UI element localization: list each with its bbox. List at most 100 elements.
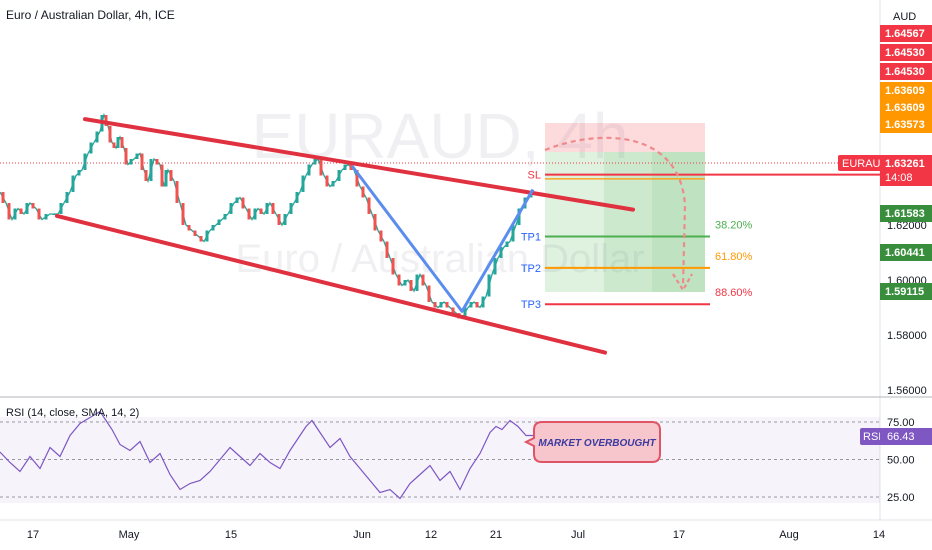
candle [169,170,173,181]
candle [499,247,503,258]
last-price-tag[interactable] [880,155,932,186]
candle [149,159,153,181]
candle [295,192,299,203]
rsi-badge-value-box [880,428,932,445]
level-pct-tp3: 88.60% [715,287,753,299]
candle [124,148,128,165]
candle [31,203,35,209]
candle [505,241,509,247]
candle [277,214,281,225]
last-price-value: 1.63261 [885,158,925,170]
candle [144,170,148,181]
candle [71,175,75,192]
candle [421,274,425,286]
candle [415,274,419,291]
candle [7,203,11,220]
price-tag-text: 1.63573 [885,119,925,131]
candle [89,142,93,154]
level-label-tp2: TP2 [521,263,541,275]
candle [481,296,485,308]
annotation-callout[interactable] [523,421,661,463]
candle [493,258,497,275]
symbol-tag[interactable] [838,155,882,171]
candle [319,159,323,176]
channel-upper-line[interactable] [83,117,635,212]
stop-loss-zone[interactable] [545,123,705,152]
candle [59,203,63,214]
candle [385,241,389,258]
price-tag-box [880,63,932,80]
time-label: Jul [571,529,585,541]
candle [140,153,144,170]
candle [433,302,437,308]
candle [52,214,56,215]
candle [361,186,365,198]
price-tag-text: 1.60441 [885,247,925,259]
channel-lower-line[interactable] [55,213,607,355]
price-tick: 1.62000 [887,220,927,232]
level-group: SL TP1 TP2 TP3 38.20% 61.80% 88.60% [521,170,880,311]
time-label: 17 [27,529,39,541]
candle [164,170,168,187]
time-label: May [119,529,140,541]
candle [469,302,473,308]
candle [217,219,221,225]
candle [205,230,209,242]
price-tags: 1.64567 1.64530 1.64530 1.63609 1.63609 1.635… [880,25,932,300]
rsi-badge-label-box[interactable] [860,428,882,445]
candle [283,214,287,225]
candle [289,203,293,214]
candle [193,230,197,236]
candle [331,181,335,187]
candle [44,214,48,220]
price-tag-text: 1.61583 [885,208,925,220]
chart-title: Euro / Australian Dollar, 4h, ICE [6,8,175,22]
price-tag-box [880,99,932,116]
candle [116,137,120,148]
price-tag-box [880,283,932,300]
candle [135,153,139,159]
candle [355,170,359,187]
candle [175,181,179,203]
take-profit-zone-inner [604,152,652,292]
price-axis-currency: AUD [893,11,916,23]
candle [271,203,275,214]
candle [475,302,479,308]
candle [241,197,245,209]
candle [397,274,401,286]
candle [247,208,251,220]
rsi-badge-value: 66.43 [887,431,915,443]
time-label: 14 [873,529,885,541]
price-tick: 1.56000 [887,385,927,397]
candle [112,142,116,148]
time-label: Jun [353,529,371,541]
rsi-badge-label: RSI [863,431,881,443]
level-pct-tp2: 61.80% [715,251,753,263]
harmonic-wave[interactable] [350,164,535,313]
candle [223,214,227,220]
candle [313,159,317,165]
candle [160,164,164,187]
price-tag-box [880,205,932,222]
time-axis: 17 May 15 Jun 12 21 Jul 17 Aug 14 [27,529,885,541]
candle [301,175,305,192]
rsi-title: RSI (14, close, SMA, 14, 2) [6,407,140,419]
candle [253,208,257,220]
rsi-series [0,410,534,500]
candle [187,225,191,231]
symbol-tag-text: EURAUD [842,158,889,170]
candle [77,170,81,176]
candle [367,197,371,214]
candle [95,131,99,143]
price-tag-box [880,244,932,261]
watermark-name: Euro / Australian Dollar [235,237,644,281]
candle [463,307,467,319]
price-tag-text: 1.64530 [885,66,925,78]
candle [451,307,455,313]
rsi-tick: 50.00 [887,455,915,467]
time-label: 12 [425,529,437,541]
level-pct-tp1: 38.20% [715,220,753,232]
candle [19,208,23,214]
candle [155,159,159,165]
